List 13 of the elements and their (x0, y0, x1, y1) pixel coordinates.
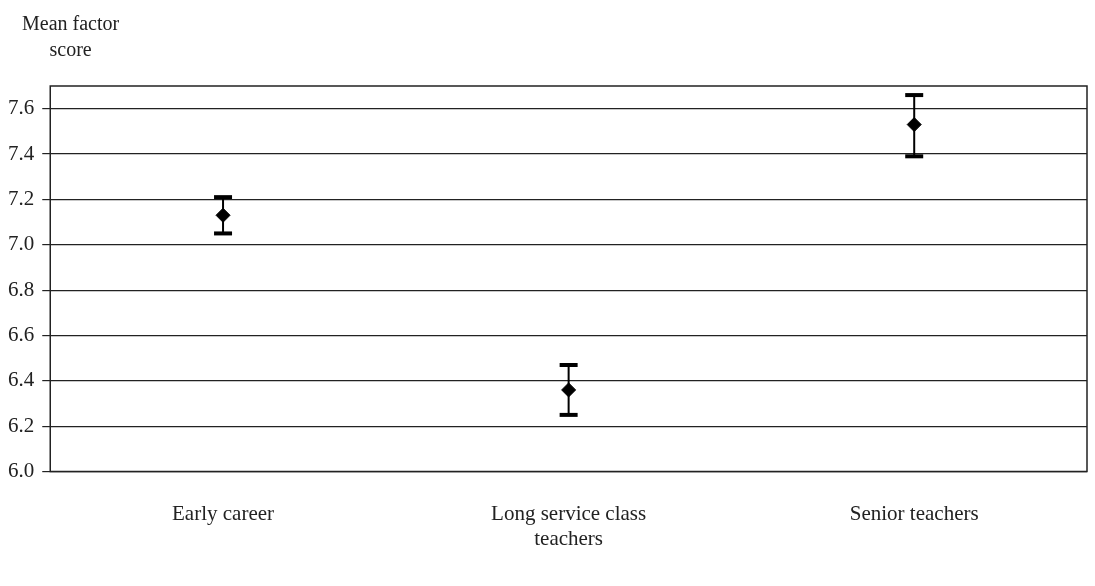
y-tick-label: 6.6 (8, 322, 35, 347)
y-tick-label: 6.4 (8, 367, 35, 392)
y-tick-label: 7.2 (8, 185, 35, 210)
y-tick-label: 6.8 (8, 276, 35, 301)
y-tick-label: 7.6 (8, 95, 35, 120)
y-axis-title: Mean factor score (22, 11, 120, 62)
x-tick-label: Senior teachers (849, 500, 979, 525)
x-tick-label: Long service class teachers (491, 500, 647, 550)
y-tick-label: 7.0 (8, 231, 35, 256)
y-tick-label: 6.2 (8, 412, 35, 437)
y-tick-label: 6.0 (8, 458, 35, 483)
y-tick-label: 7.4 (8, 140, 35, 165)
x-tick-label: Early career (172, 500, 275, 525)
